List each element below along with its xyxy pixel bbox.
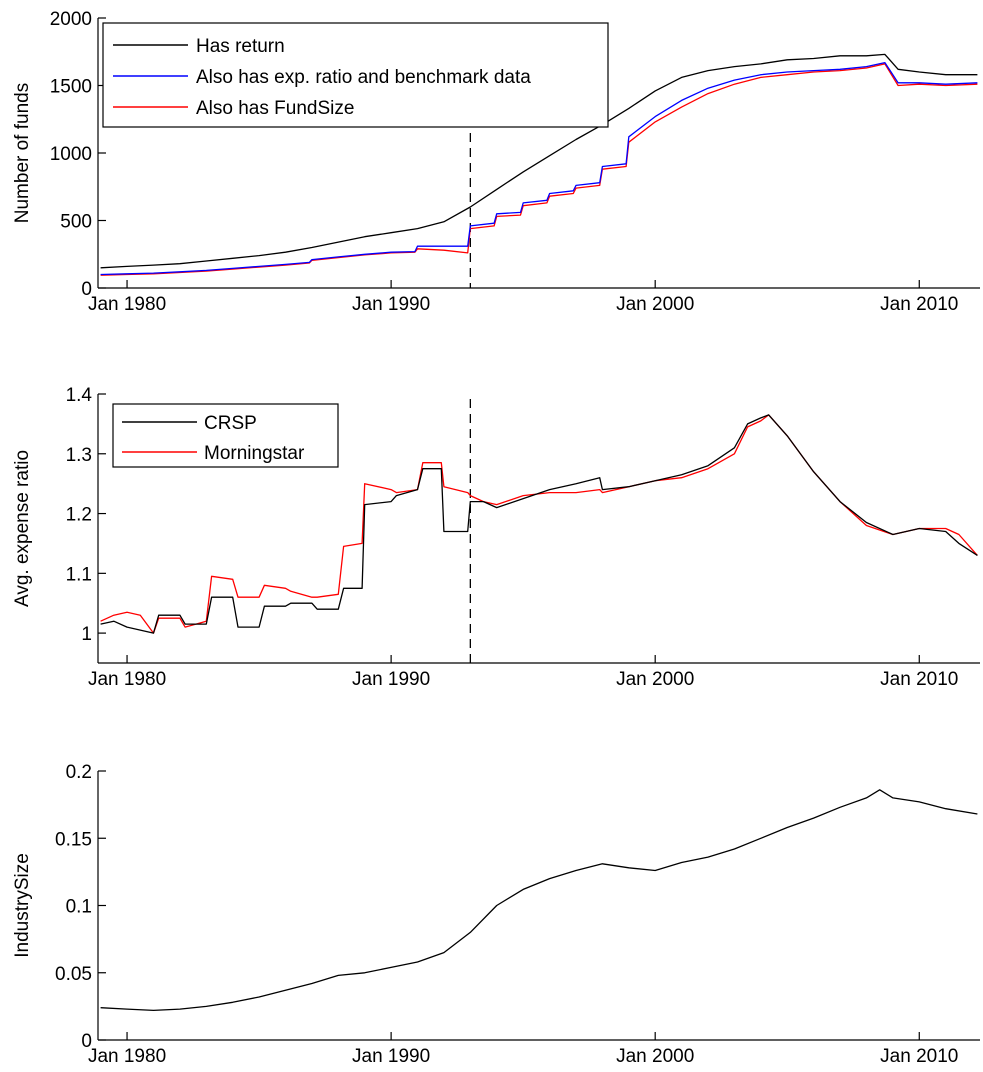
y-tick-label: 0.2 (66, 762, 92, 783)
y-tick-label: 0 (81, 1031, 92, 1052)
series-line-2 (100, 61, 978, 276)
legend-entry: Also has exp. ratio and benchmark data (196, 67, 531, 88)
series-line-1 (100, 414, 978, 634)
y-tick-label: 1.4 (66, 385, 93, 406)
legend: Has return Also has exp. ratio and benchm… (102, 22, 609, 128)
y-axis-label: Number of funds (12, 83, 33, 223)
series-line-1 (100, 53, 978, 269)
y-tick-label: 1000 (50, 144, 92, 165)
series-line-3 (100, 63, 978, 276)
x-tick-label: Jan 2000 (616, 669, 694, 690)
y-tick-label: 0.1 (66, 897, 92, 918)
legend-box (102, 22, 609, 128)
y-tick-label: 1 (81, 624, 92, 645)
x-tick-label: Jan 2010 (880, 669, 958, 690)
y-tick-label: 2000 (50, 9, 92, 30)
legend-entry: Also has FundSize (196, 98, 354, 119)
legend-entry: Has return (196, 36, 285, 57)
y-axis-label: Avg. expense ratio (12, 450, 33, 607)
x-tick-label: Jan 2010 (880, 1046, 958, 1067)
legend-box (112, 403, 339, 468)
x-tick-label: Jan 1980 (88, 1046, 166, 1067)
x-tick-label: Jan 2000 (616, 1046, 694, 1067)
x-tick-label: Jan 2010 (880, 294, 958, 315)
panel-1: 0 500 1000 1500 2000 Jan 1980 Jan 1990 Jan 2000… (12, 9, 980, 315)
x-tick-label: Jan 1980 (88, 669, 166, 690)
x-tick-label: Jan 1990 (352, 294, 430, 315)
y-tick-label: 0.15 (55, 829, 92, 850)
legend-entry: Morningstar (204, 443, 305, 464)
panel-3: 0 0.05 0.1 0.15 0.2 Jan 1980 Jan 1990 Jan 2000 J… (12, 762, 980, 1067)
x-tick-label: Jan 1980 (88, 294, 166, 315)
y-tick-label: 500 (60, 212, 92, 233)
legend-entry: CRSP (204, 413, 257, 434)
panel-2: 1 1.1 1.2 1.3 1.4 Jan 1980 Jan 1990 Jan 2000 Jan… (12, 385, 980, 690)
y-tick-label: 1500 (50, 77, 92, 98)
y-tick-label: 0.05 (55, 964, 92, 985)
x-tick-label: Jan 1990 (352, 669, 430, 690)
x-tick-label: Jan 1990 (352, 1046, 430, 1067)
series-line-1 (100, 789, 978, 1012)
y-tick-label: 1.3 (66, 445, 92, 466)
y-tick-label: 1.1 (66, 564, 92, 585)
legend: CRSP Morningstar (112, 403, 339, 468)
y-tick-label: 1.2 (66, 505, 92, 526)
x-tick-label: Jan 2000 (616, 294, 694, 315)
y-axis-label: IndustrySize (12, 853, 33, 958)
y-tick-label: 0 (81, 279, 92, 300)
